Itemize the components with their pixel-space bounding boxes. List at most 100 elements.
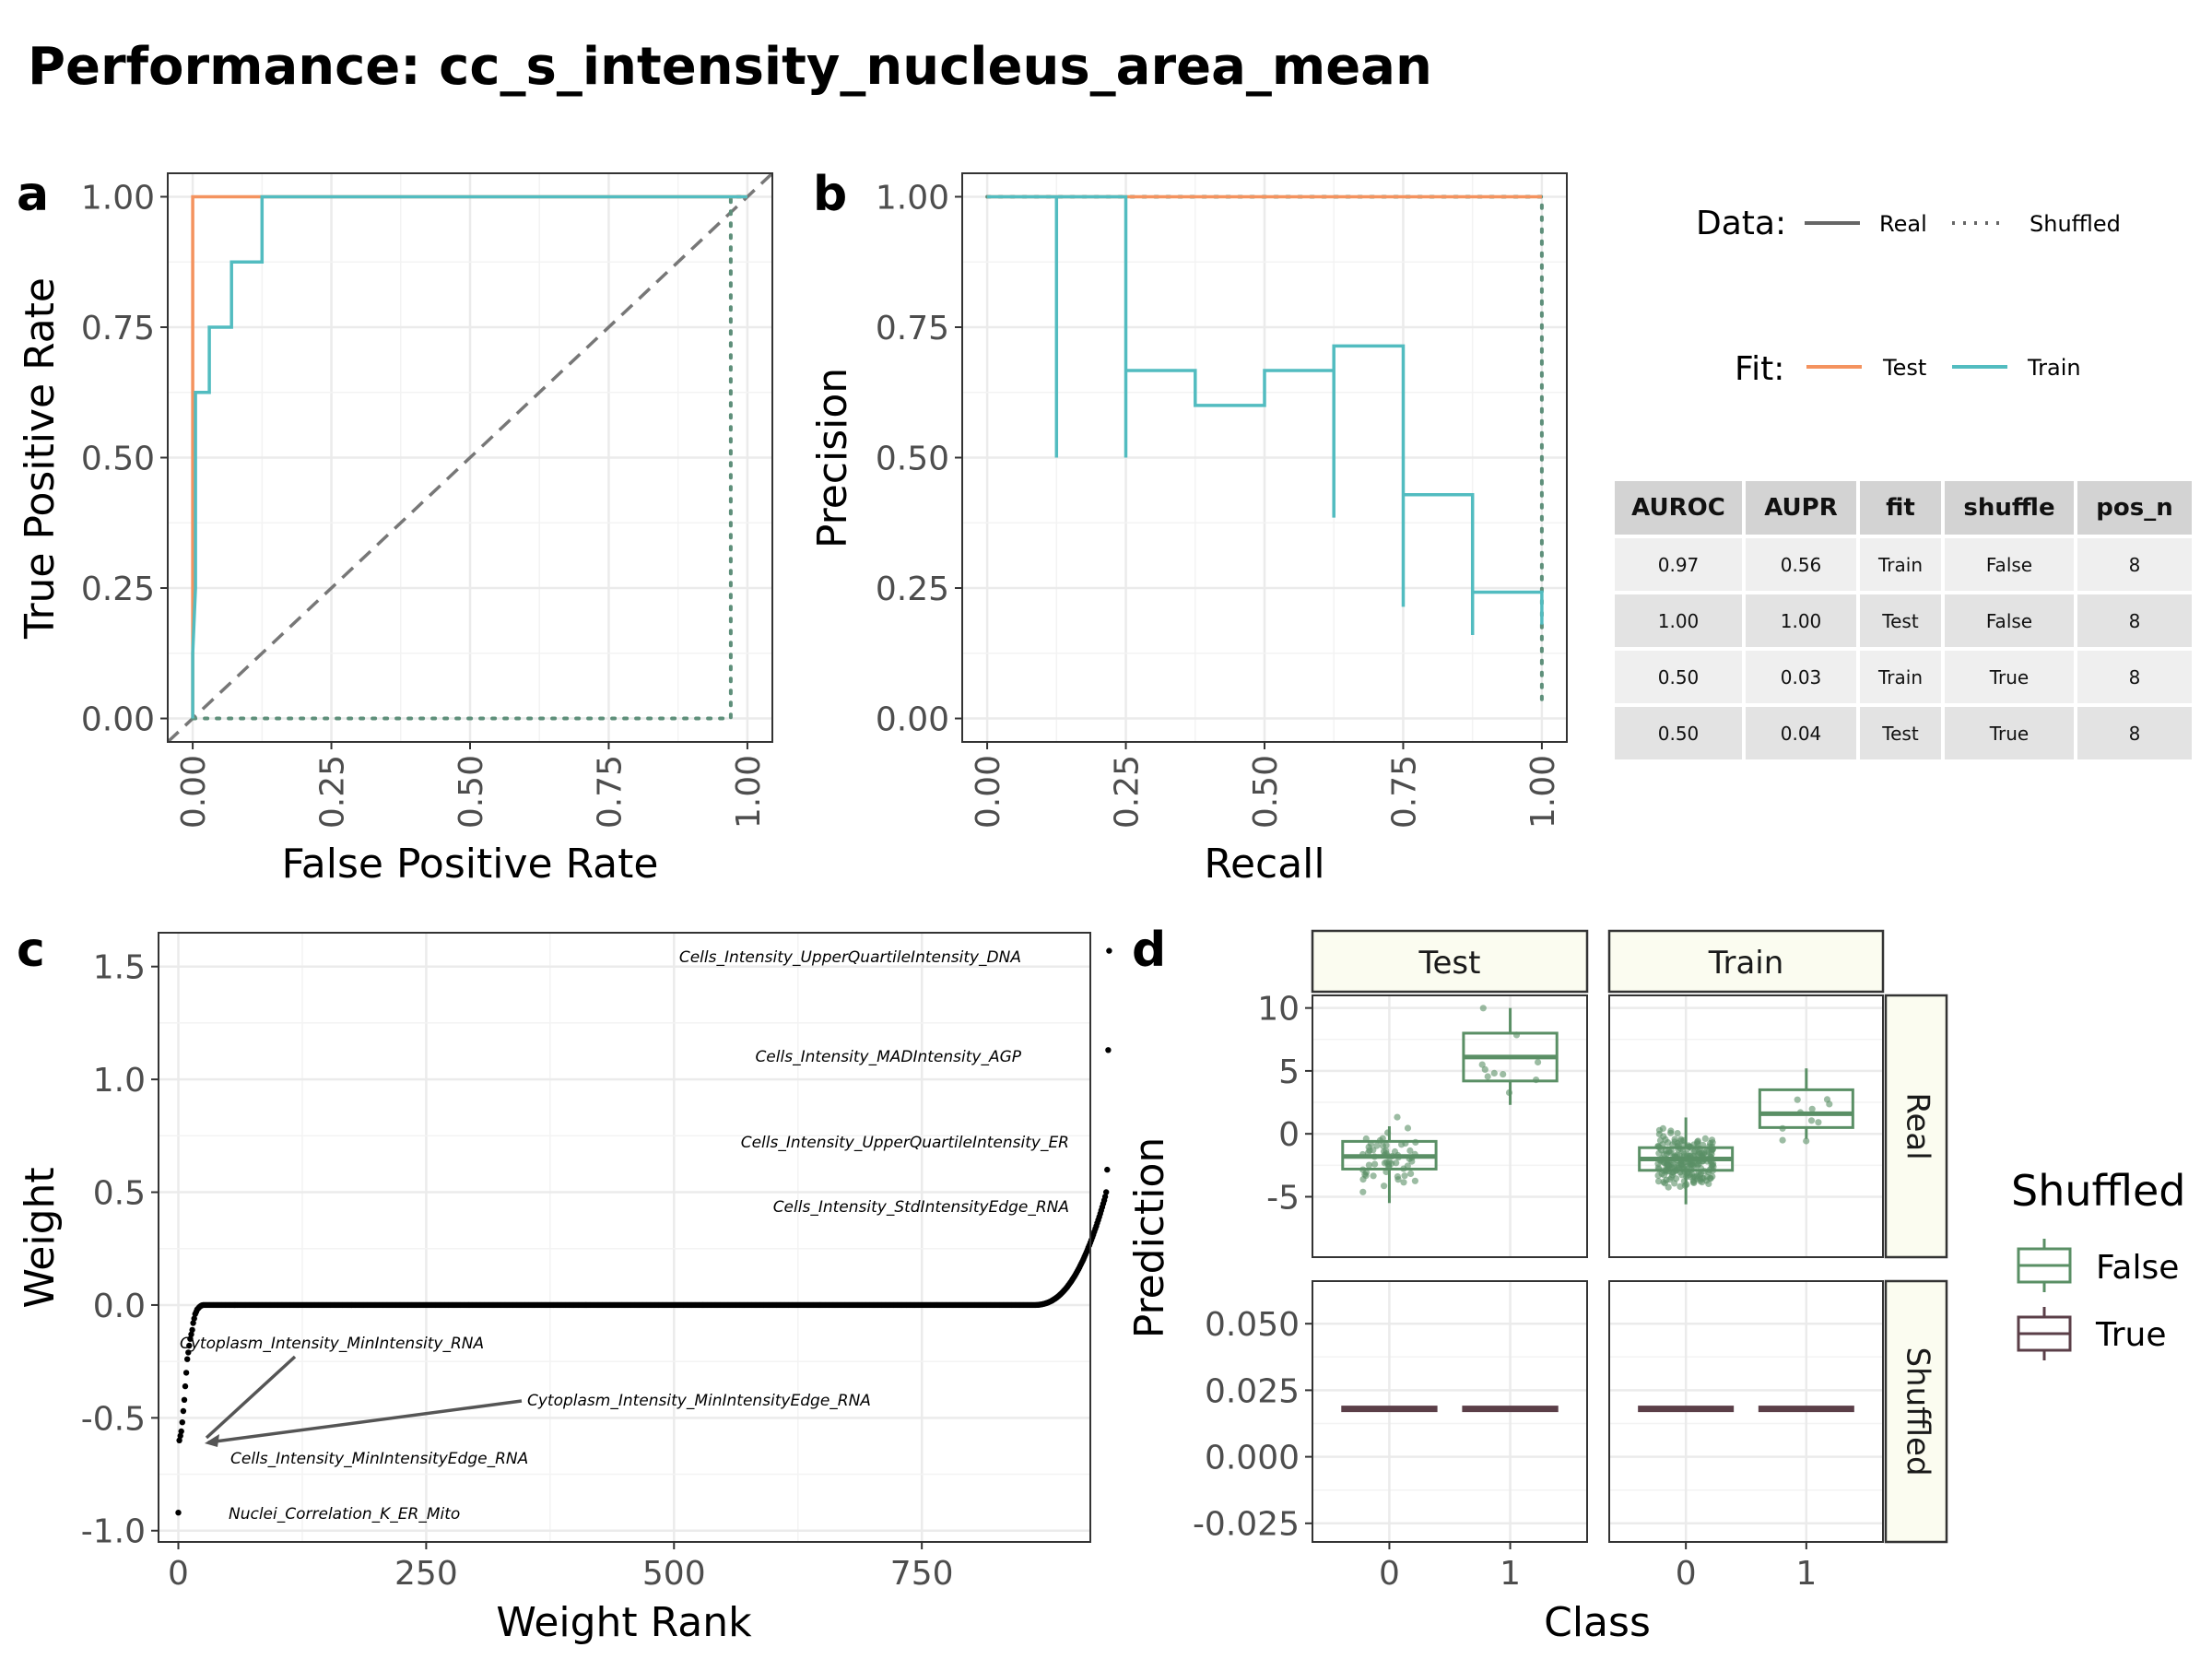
x-tick-label: 750	[890, 1555, 954, 1593]
x-tick-label: 0.75	[591, 755, 629, 829]
prediction-point	[1407, 1170, 1415, 1177]
y-tick-label: 1.0	[93, 1062, 146, 1100]
facet-strip-real	[1884, 994, 1948, 1259]
prediction-point	[1815, 1119, 1822, 1126]
prediction-point	[1701, 1135, 1709, 1142]
y-tick-label: 1.5	[93, 949, 146, 987]
diagonal-reference-line	[166, 171, 774, 744]
prediction-point	[1807, 1117, 1816, 1124]
panel-letter-b: b	[813, 167, 847, 222]
prediction-point	[1394, 1176, 1402, 1183]
facet-strip-label: Shuffled	[1900, 1347, 1936, 1476]
table-cell: Train	[1860, 538, 1941, 591]
prediction-point	[1677, 1182, 1684, 1190]
prediction-point	[1655, 1130, 1663, 1138]
table-cell: True	[1945, 651, 2074, 703]
annotation-label: Cytoplasm_Intensity_MinIntensity_RNA	[180, 1335, 484, 1353]
y-tick-label: 0.25	[876, 571, 949, 608]
panel-d-predictions: Test TrainRealShuffled1050-50.0500.0250.0…	[1126, 929, 1948, 1646]
table-cell: 1.00	[1615, 594, 1742, 647]
x-tick-label: 0.50	[1247, 755, 1285, 829]
metrics-header-auroc: AUROC	[1615, 481, 1742, 535]
prediction-point	[1690, 1148, 1698, 1156]
legend-true-key	[2017, 1307, 2072, 1360]
x-tick-label: 1	[1795, 1555, 1817, 1593]
x-tick-label: 0.50	[453, 755, 490, 829]
y-tick-label: -0.025	[1193, 1506, 1300, 1544]
weight-point	[1101, 1194, 1109, 1200]
x-axis-title: Class	[1544, 1599, 1651, 1646]
panel-letter-d: d	[1132, 923, 1166, 978]
prediction-point	[1379, 1142, 1386, 1149]
metrics-table: AUROC AUPR fit shuffle pos_n 0.97 0.56 T…	[1611, 477, 2195, 763]
y-axis-title: Weight	[17, 1167, 64, 1308]
prediction-point	[1674, 1161, 1681, 1169]
facet-strip-train	[1607, 929, 1885, 994]
y-tick-label: 0.5	[93, 1174, 146, 1212]
prediction-point	[1371, 1160, 1379, 1168]
table-cell: 1.00	[1746, 594, 1856, 647]
y-axis-title: Prediction	[1126, 1137, 1173, 1339]
prediction-point	[1394, 1113, 1401, 1121]
annotation-arrow	[205, 1355, 297, 1440]
plot-border	[158, 932, 1091, 1543]
prediction-point	[1411, 1177, 1418, 1184]
table-cell: 0.97	[1615, 538, 1742, 591]
prediction-point	[1794, 1096, 1801, 1103]
y-tick-label: 0	[1278, 1116, 1300, 1154]
prediction-point	[1667, 1127, 1675, 1135]
prediction-point	[1382, 1147, 1390, 1155]
table-cell: False	[1945, 594, 2074, 647]
legend-fit-title: Fit:	[1735, 350, 1784, 388]
series-train-line	[191, 194, 747, 719]
weight-point	[178, 1428, 184, 1435]
table-row: 0.50 0.04 Test True 8	[1615, 707, 2192, 759]
weight-point	[176, 1437, 182, 1444]
x-tick-label: 0.25	[314, 755, 352, 829]
prediction-point	[1484, 1073, 1491, 1080]
prediction-point	[1391, 1147, 1399, 1156]
legend-shuffled: Shuffled False True	[2011, 1166, 2185, 1360]
prediction-point	[1479, 1005, 1487, 1012]
weight-point	[1105, 1047, 1112, 1053]
facet-border	[1608, 1280, 1884, 1543]
plot-background	[159, 933, 1090, 1542]
weight-point	[186, 1342, 193, 1349]
facet-strip-label: Real	[1900, 1092, 1936, 1159]
prediction-point	[1779, 1136, 1786, 1144]
prediction-point	[1709, 1139, 1716, 1147]
y-tick-label: 5	[1278, 1053, 1300, 1091]
prediction-point	[1677, 1135, 1685, 1143]
metrics-header-aupr: AUPR	[1746, 481, 1856, 535]
metrics-header-pos-n: pos_n	[2077, 481, 2192, 535]
legend-train-label: Train	[2027, 355, 2081, 381]
prediction-point	[1823, 1096, 1831, 1103]
y-axis-title: True Positive Rate	[17, 277, 64, 640]
prediction-point	[1655, 1178, 1663, 1185]
x-axis-title: Weight Rank	[496, 1599, 752, 1646]
x-tick-label: 0.75	[1385, 755, 1423, 829]
panel-letter-c: c	[17, 923, 45, 978]
prediction-point	[1803, 1137, 1810, 1145]
prediction-point	[1661, 1180, 1668, 1187]
x-tick-label: 0.00	[175, 755, 213, 829]
table-cell: 0.03	[1746, 651, 1856, 703]
prediction-point	[1674, 1130, 1681, 1137]
legend-fit: Fit: Test Train	[1735, 350, 2081, 388]
prediction-point	[1655, 1149, 1663, 1157]
box-class-1	[1758, 1088, 1854, 1129]
x-tick-label: 1.00	[1524, 755, 1562, 829]
annotation-label: Cells_Intensity_UpperQuartileIntensity_E…	[741, 1134, 1069, 1152]
prediction-point	[1400, 1179, 1407, 1186]
panel-letter-a: a	[17, 167, 49, 222]
y-tick-label: 0.025	[1205, 1372, 1300, 1410]
x-tick-label: 0.25	[1109, 755, 1147, 829]
table-cell: Train	[1860, 651, 1941, 703]
prediction-point	[1693, 1175, 1700, 1182]
table-cell: 8	[2077, 594, 2192, 647]
prediction-point	[1808, 1105, 1816, 1112]
x-tick-label: 0	[1379, 1555, 1400, 1593]
prediction-point	[1359, 1176, 1367, 1183]
legend-false-label: False	[2096, 1249, 2179, 1287]
prediction-point	[1705, 1180, 1712, 1187]
